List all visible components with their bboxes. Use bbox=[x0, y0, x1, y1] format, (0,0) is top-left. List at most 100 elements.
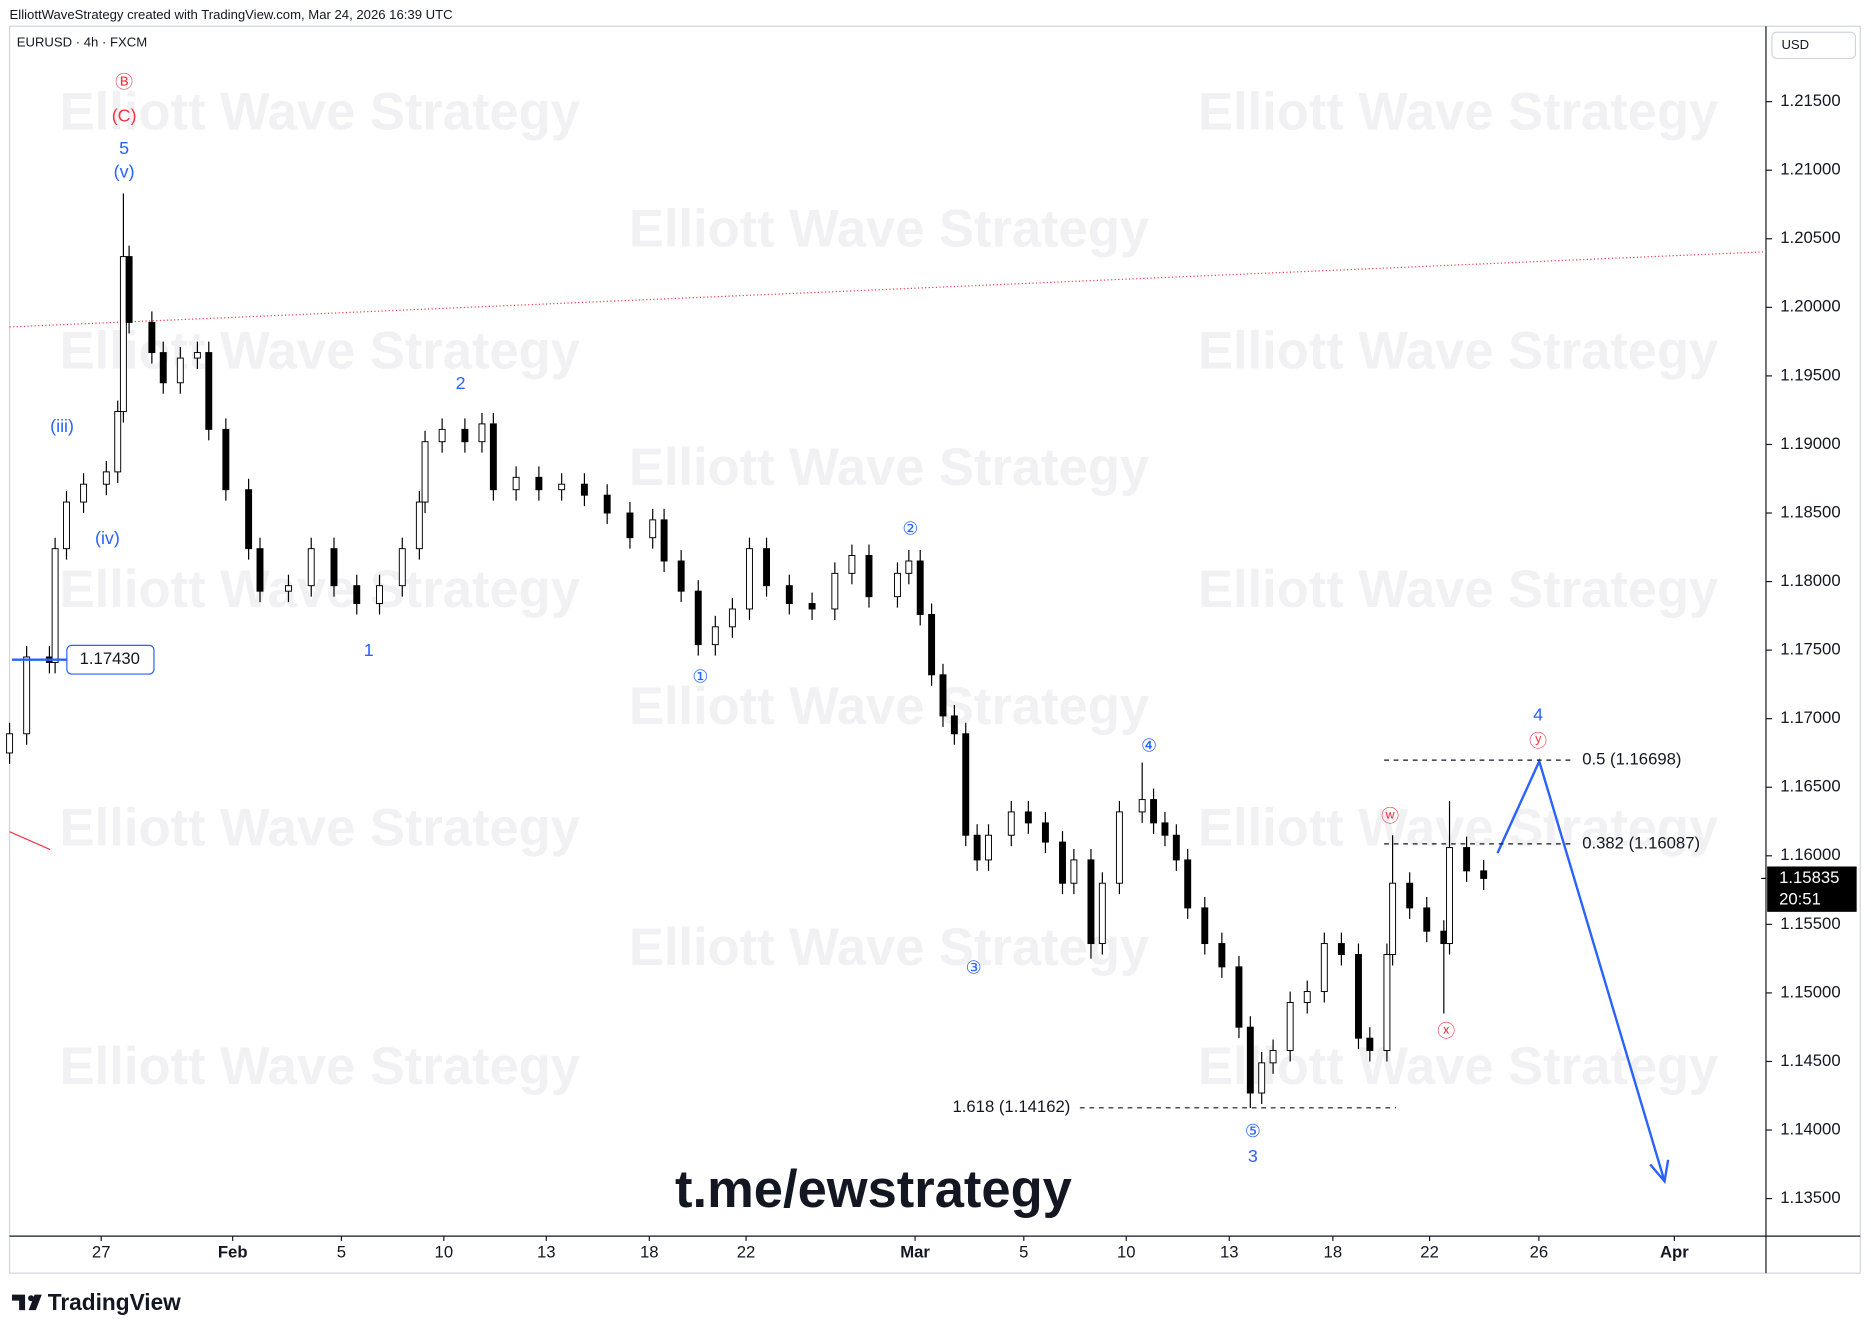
watermark: Elliott Wave Strategy bbox=[1198, 799, 1718, 858]
x-tick-label: Mar bbox=[900, 1242, 930, 1261]
x-tick-label: Apr bbox=[1660, 1242, 1689, 1261]
x-tick-label: 10 bbox=[1117, 1242, 1136, 1261]
candle-body bbox=[848, 555, 856, 574]
x-tick-label: 26 bbox=[1530, 1242, 1549, 1261]
y-tick-label: 1.21500 bbox=[1780, 91, 1840, 110]
wave-label: 3 bbox=[1248, 1146, 1258, 1166]
candle-body bbox=[962, 733, 970, 836]
watermark: Elliott Wave Strategy bbox=[1198, 83, 1718, 142]
candle-body bbox=[1201, 907, 1209, 945]
y-tick-label: 1.20000 bbox=[1780, 297, 1840, 316]
candle-body bbox=[1087, 859, 1095, 945]
wave-label: 4 bbox=[1533, 705, 1543, 725]
candle-body bbox=[1161, 822, 1169, 836]
candle-body bbox=[808, 603, 816, 610]
fib-label: 0.5 (1.16698) bbox=[1582, 749, 1681, 768]
candle-body bbox=[376, 585, 383, 604]
alert-label: 1.17430 bbox=[80, 649, 140, 668]
candle-body bbox=[939, 674, 947, 717]
candle-body bbox=[950, 715, 958, 735]
candle-body bbox=[649, 519, 657, 539]
candle-body bbox=[102, 471, 110, 485]
candle-body bbox=[461, 428, 469, 443]
wave-label: (v) bbox=[114, 162, 135, 182]
candle-body bbox=[176, 357, 184, 384]
watermark: Elliott Wave Strategy bbox=[1198, 321, 1718, 380]
y-tick-label: 1.18000 bbox=[1780, 571, 1840, 590]
candle-body bbox=[1218, 943, 1226, 968]
wave-label: 5 bbox=[119, 138, 129, 158]
logo: TradingView bbox=[11, 1289, 181, 1315]
candle-body bbox=[489, 423, 497, 491]
x-tick-label: 13 bbox=[537, 1242, 556, 1261]
candle-body bbox=[330, 548, 338, 587]
candle-body bbox=[256, 548, 264, 592]
y-tick-label: 1.20500 bbox=[1780, 228, 1840, 247]
y-tick-label: 1.13500 bbox=[1780, 1188, 1840, 1207]
candle-body bbox=[603, 494, 611, 514]
wave-label: ⓧ bbox=[1437, 1021, 1455, 1041]
countdown: 20:51 bbox=[1779, 889, 1821, 908]
candle-body bbox=[973, 834, 981, 861]
candle-body bbox=[1303, 991, 1311, 1003]
candle-body bbox=[245, 489, 253, 550]
candle-body bbox=[421, 441, 429, 503]
watermark: Elliott Wave Strategy bbox=[60, 799, 580, 858]
candle-body bbox=[80, 483, 88, 503]
candle-body bbox=[660, 519, 668, 562]
candle-body bbox=[63, 501, 70, 550]
candle-body bbox=[1184, 859, 1192, 909]
watermark: Elliott Wave Strategy bbox=[629, 677, 1149, 736]
symbol-title: EURUSD · 4h · FXCM bbox=[17, 34, 147, 49]
candle-body bbox=[785, 585, 793, 604]
candle-body bbox=[865, 555, 873, 598]
wave-label: ③ bbox=[966, 958, 982, 978]
fib-label: 1.618 (1.14162) bbox=[952, 1097, 1070, 1116]
y-tick-label: 1.19500 bbox=[1780, 365, 1840, 384]
x-tick-label: 22 bbox=[1420, 1242, 1439, 1261]
candle-body bbox=[6, 733, 14, 754]
candle-body bbox=[1337, 943, 1345, 955]
candle-body bbox=[307, 548, 315, 587]
watermark: Elliott Wave Strategy bbox=[60, 83, 580, 142]
candle-body bbox=[1138, 799, 1146, 813]
watermark: Elliott Wave Strategy bbox=[629, 918, 1149, 977]
candle-body bbox=[1115, 811, 1123, 884]
candle-body bbox=[1463, 847, 1471, 872]
x-tick-label: 13 bbox=[1220, 1242, 1239, 1261]
candle-body bbox=[205, 352, 213, 430]
last-price: 1.15835 bbox=[1779, 868, 1839, 887]
watermark: Elliott Wave Strategy bbox=[60, 560, 580, 619]
candle-body bbox=[438, 428, 446, 443]
x-tick-label: 5 bbox=[337, 1242, 346, 1261]
y-tick-label: 1.16500 bbox=[1780, 777, 1840, 796]
candle-body bbox=[928, 613, 936, 676]
candle-body bbox=[512, 476, 520, 491]
candle-body bbox=[284, 585, 292, 592]
candle-body bbox=[353, 585, 361, 604]
y-tick-label: 1.15500 bbox=[1780, 914, 1840, 933]
candle-body bbox=[535, 476, 543, 491]
watermarks: Elliott Wave Strategy Elliott Wave Strate… bbox=[60, 83, 1719, 1097]
y-tick-label: 1.14500 bbox=[1780, 1051, 1840, 1070]
watermark: Elliott Wave Strategy bbox=[1198, 1037, 1718, 1096]
x-tick-label: 27 bbox=[92, 1242, 111, 1261]
candle-body bbox=[1098, 882, 1106, 945]
credit: ElliottWaveStrategy created with Trading… bbox=[10, 7, 453, 22]
candle-body bbox=[1246, 1026, 1254, 1094]
watermark: Elliott Wave Strategy bbox=[60, 1037, 580, 1096]
candle-body bbox=[415, 501, 423, 550]
wave-label: ② bbox=[902, 519, 918, 539]
alert-box bbox=[66, 644, 155, 675]
candle-body bbox=[1406, 882, 1414, 909]
candle-body bbox=[1480, 870, 1488, 879]
x-tick-label: 5 bbox=[1019, 1242, 1028, 1261]
x-tick-label: 18 bbox=[640, 1242, 659, 1261]
wave-label: ⑤ bbox=[1245, 1121, 1261, 1141]
watermark: Elliott Wave Strategy bbox=[1198, 560, 1718, 619]
candle-body bbox=[1070, 859, 1078, 884]
wave-label: ① bbox=[692, 666, 708, 686]
candle-body bbox=[478, 423, 486, 443]
wave-label: ⓦ bbox=[1381, 806, 1399, 826]
